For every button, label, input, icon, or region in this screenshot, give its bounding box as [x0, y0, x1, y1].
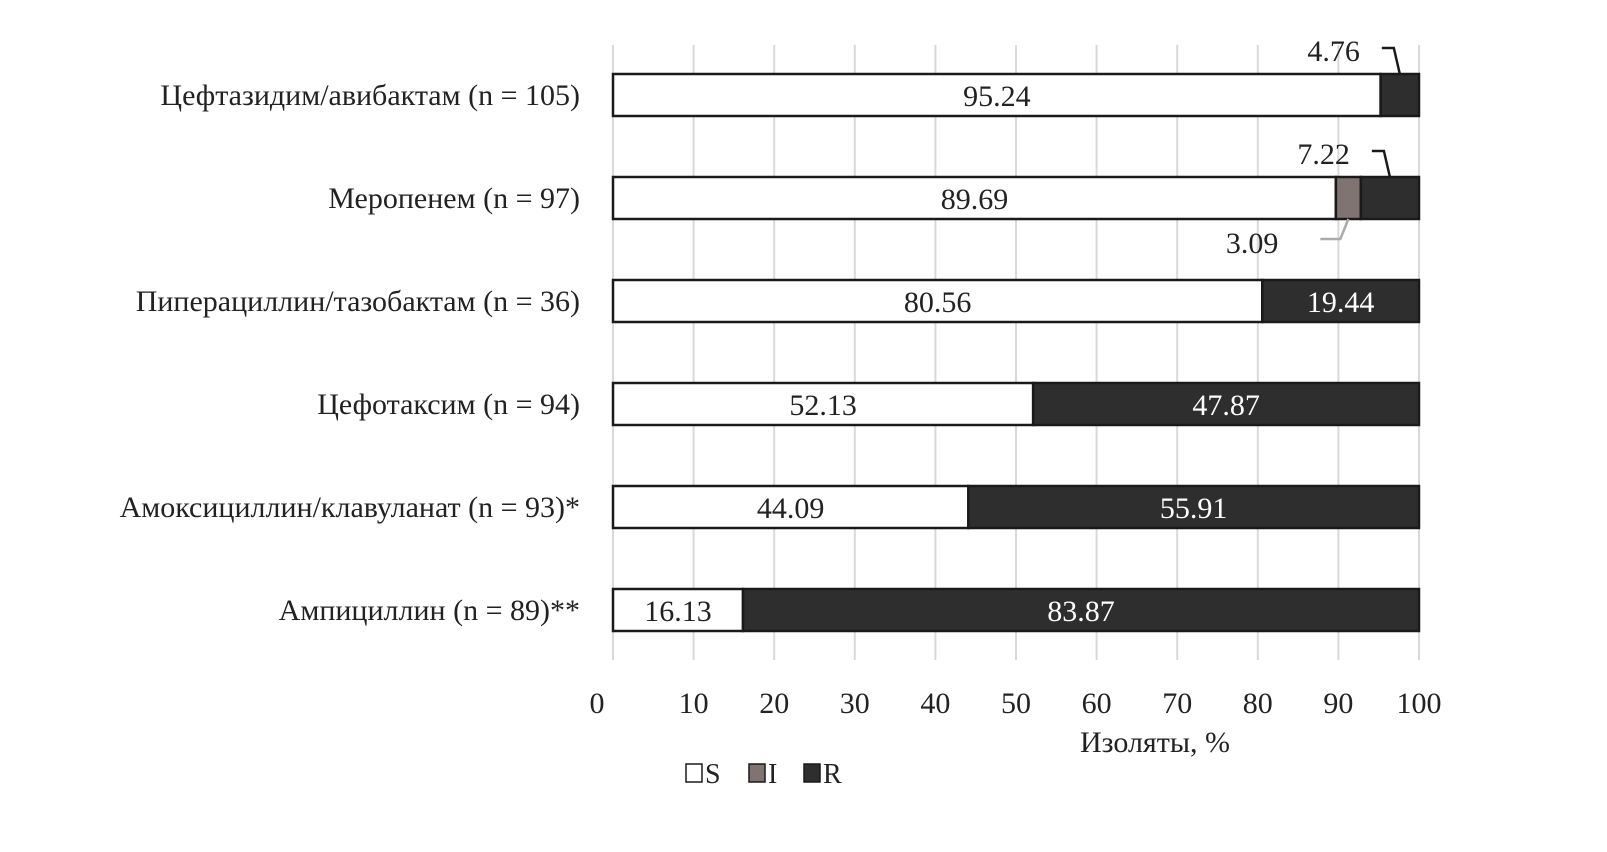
x-tick-label: 50 — [1001, 687, 1031, 720]
category-labels: Цефтазидим/авибактам (n = 105) Меропенем … — [120, 79, 580, 627]
bar-segment-R — [1261, 278, 1421, 324]
x-tick-label: 10 — [679, 687, 709, 720]
legend-label: R — [823, 759, 842, 790]
x-tick-label: 0 — [590, 687, 605, 720]
bar-segment-R — [1379, 72, 1421, 118]
category-label: Амоксициллин/клавуланат (n = 93)* — [120, 491, 580, 524]
data-label: 44.09 — [757, 492, 825, 525]
data-label: 7.22 — [1297, 138, 1350, 171]
x-axis-label: Изоляты, % — [1080, 726, 1230, 759]
category-label: Цефотаксим (n = 94) — [317, 388, 580, 421]
x-tick-label: 90 — [1323, 687, 1353, 720]
gridlines — [612, 45, 1420, 660]
category-label: Ампициллин (n = 89)** — [279, 594, 580, 627]
legend-swatch-S — [685, 763, 703, 783]
legend-swatch-R — [803, 763, 821, 783]
bar-segment-R — [741, 587, 1421, 633]
bar-segment-S — [611, 72, 1382, 118]
data-label: 3.09 — [1226, 227, 1279, 260]
data-label: 55.91 — [1160, 492, 1228, 525]
data-label: 19.44 — [1307, 286, 1375, 319]
data-label: 16.13 — [644, 595, 712, 628]
x-tick-label: 70 — [1162, 687, 1192, 720]
data-label: 47.87 — [1192, 389, 1260, 422]
bar-segment-R — [967, 484, 1421, 530]
legend-label: I — [768, 759, 777, 790]
x-tick-labels: 0 10 20 30 40 50 60 70 80 90 100 — [590, 687, 1442, 720]
bar-segment-R — [1359, 175, 1421, 221]
x-tick-label: 30 — [840, 687, 870, 720]
category-label: Цефтазидим/авибактам (n = 105) — [160, 79, 580, 112]
bars: 95.24 4.76 89.69 3.09 7.22 80.56 19.44 52.13 47.… — [611, 35, 1421, 633]
x-tick-label: 60 — [1082, 687, 1112, 720]
bar-segment-R — [1031, 381, 1421, 427]
bar-segment-S — [611, 278, 1264, 324]
bar-segment-I — [1334, 175, 1363, 221]
legend-label: S — [705, 759, 721, 790]
category-label: Пиперациллин/тазобактам (n = 36) — [136, 285, 580, 318]
category-label: Меропенем (n = 97) — [328, 182, 580, 215]
x-tick-label: 80 — [1243, 687, 1273, 720]
data-label: 80.56 — [904, 286, 972, 319]
leader-line — [1320, 218, 1350, 241]
data-label: 95.24 — [963, 80, 1031, 113]
data-label: 4.76 — [1307, 35, 1360, 68]
x-tick-label: 100 — [1397, 687, 1442, 720]
x-tick-label: 40 — [920, 687, 950, 720]
data-label: 83.87 — [1047, 595, 1115, 628]
legend-swatch-I — [748, 763, 766, 783]
data-label: 89.69 — [941, 183, 1009, 216]
data-label: 52.13 — [789, 389, 857, 422]
leader-line — [1371, 149, 1392, 178]
leader-line — [1381, 46, 1402, 75]
x-tick-label: 20 — [759, 687, 789, 720]
